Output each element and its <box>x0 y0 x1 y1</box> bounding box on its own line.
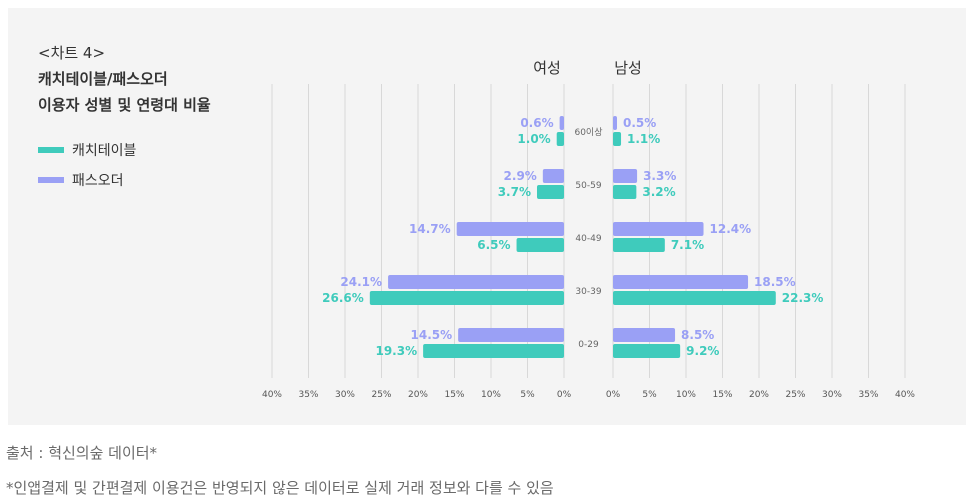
value-label-male-passorder: 8.5% <box>681 328 714 342</box>
age-group-label: 0-29 <box>578 340 599 350</box>
chart-subtitle: 이용자 성별 및 연령대 비율 <box>38 96 211 114</box>
value-label-female-catchtable: 3.7% <box>498 185 531 199</box>
bar-male-passorder <box>613 275 749 289</box>
x-tick-label-left: 20% <box>408 390 428 400</box>
chart-area: 40% 35% 30% 25% 20% 15% 10% 5% 0% 0% 5% 10% 15% 20% 25… <box>8 8 966 425</box>
age-group-label: 60이상 <box>574 127 602 138</box>
value-label-female-catchtable: 26.6% <box>322 291 364 305</box>
bar-male-passorder <box>613 116 617 130</box>
x-tick-label-right: 15% <box>712 390 732 400</box>
x-tick-label-right: 40% <box>895 390 915 400</box>
bar-male-catchtable <box>613 291 776 305</box>
value-label-male-passorder: 3.3% <box>643 169 676 183</box>
x-tick-label-left: 25% <box>371 390 391 400</box>
source-note: 출처 : 혁신의숲 데이터* <box>6 444 158 462</box>
x-tick-label-left: 5% <box>520 390 535 400</box>
disclaimer-note: *인앱결제 및 간편결제 이용건은 반영되지 않은 데이터로 실제 거래 정보와… <box>6 479 554 497</box>
x-tick-label-right: 30% <box>822 390 842 400</box>
female-header: 여성 <box>533 59 561 77</box>
value-label-male-passorder: 12.4% <box>710 222 752 236</box>
bar-male-catchtable <box>613 185 637 199</box>
bar-female-passorder <box>458 328 564 342</box>
bar-female-passorder <box>559 116 564 130</box>
value-label-male-catchtable: 9.2% <box>686 344 719 358</box>
age-group-label: 30-39 <box>575 287 601 297</box>
butterfly-chart: 40% 35% 30% 25% 20% 15% 10% 5% 0% 0% 5% 10% 15% 20% 25… <box>262 59 915 400</box>
legend-passorder: 패스오더 <box>38 170 124 190</box>
x-tick-label-left: 35% <box>298 390 318 400</box>
value-label-female-catchtable: 19.3% <box>375 344 417 358</box>
value-label-male-catchtable: 22.3% <box>782 291 824 305</box>
value-label-male-passorder: 0.5% <box>623 116 656 130</box>
value-label-male-catchtable: 1.1% <box>627 132 660 146</box>
bar-male-passorder <box>613 169 638 183</box>
bar-female-catchtable <box>516 238 564 252</box>
age-group-label: 50-59 <box>575 181 601 191</box>
legend-label-catchtable: 캐치테이블 <box>72 143 137 159</box>
chart-number: <차트 4> <box>38 44 106 62</box>
x-tick-label-left: 0% <box>557 390 572 400</box>
value-label-female-catchtable: 1.0% <box>517 132 550 146</box>
value-label-female-passorder: 2.9% <box>504 169 537 183</box>
value-label-female-passorder: 14.7% <box>409 222 451 236</box>
bar-male-catchtable <box>613 238 665 252</box>
bar-female-catchtable <box>556 132 564 146</box>
bar-male-catchtable <box>613 344 681 358</box>
bar-female-passorder <box>456 222 564 236</box>
age-group-label: 40-49 <box>575 234 601 244</box>
x-tick-label-right: 10% <box>676 390 696 400</box>
bar-male-catchtable <box>613 132 622 146</box>
legend-catchtable: 캐치테이블 <box>38 140 136 160</box>
bar-female-catchtable <box>536 185 564 199</box>
bar-female-passorder <box>388 275 564 289</box>
value-label-female-passorder: 24.1% <box>340 275 382 289</box>
chart-title: 캐치테이블/패스오더 <box>38 70 168 88</box>
bar-male-passorder <box>613 328 676 342</box>
x-tick-label-left: 40% <box>262 390 282 400</box>
bar-male-passorder <box>613 222 704 236</box>
bar-female-passorder <box>542 169 564 183</box>
x-tick-label-right: 35% <box>858 390 878 400</box>
x-tick-label-right: 5% <box>642 390 657 400</box>
value-label-female-passorder: 14.5% <box>411 328 453 342</box>
value-label-male-catchtable: 7.1% <box>671 238 704 252</box>
x-tick-label-right: 20% <box>749 390 769 400</box>
male-header: 남성 <box>614 59 642 77</box>
x-tick-label-left: 15% <box>444 390 464 400</box>
value-label-male-catchtable: 3.2% <box>642 185 675 199</box>
x-tick-label-left: 10% <box>481 390 501 400</box>
value-label-male-passorder: 18.5% <box>754 275 796 289</box>
legend-swatch-passorder <box>38 177 64 183</box>
x-tick-label-left: 30% <box>335 390 355 400</box>
value-label-female-passorder: 0.6% <box>520 116 553 130</box>
legend-swatch-catchtable <box>38 147 64 153</box>
bar-female-catchtable <box>369 291 564 305</box>
value-label-female-catchtable: 6.5% <box>477 238 510 252</box>
x-tick-label-right: 0% <box>606 390 621 400</box>
x-tick-label-right: 25% <box>785 390 805 400</box>
legend-label-passorder: 패스오더 <box>72 173 124 189</box>
bar-female-catchtable <box>423 344 564 358</box>
